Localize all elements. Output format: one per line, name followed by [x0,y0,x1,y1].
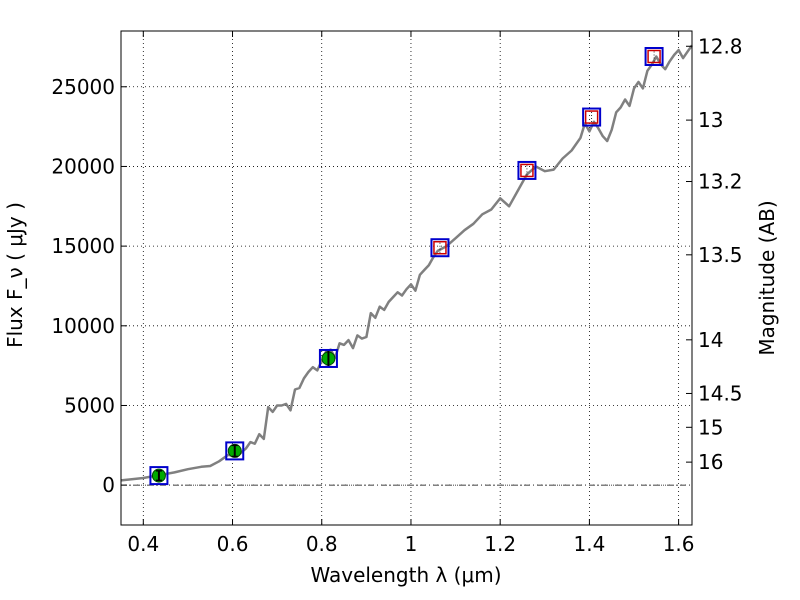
magnitude-axis-ticks: 12.8 13 13.2 13.5 14 14.5 15 16 [686,34,743,474]
plot-frame [120,30,693,526]
x-tick-label: 1.2 [484,532,516,556]
x-tick-label: 0.6 [217,532,249,556]
model-point [433,240,447,255]
y-tick-label: 5000 [64,393,115,417]
model-point [647,49,661,64]
y-tick-label: 10000 [51,314,115,338]
x-tick-label: 0.8 [306,532,338,556]
spectrum-line [120,44,694,482]
y-tick-label: 20000 [51,154,115,178]
magnitude-axis-title: Magnitude (AB) [755,200,779,355]
model-point [520,163,534,178]
magnitude-tick-label: 13.2 [698,170,743,194]
magnitude-tick-label: 13 [698,108,723,132]
magnitude-tick-label: 12.8 [698,34,743,58]
y-axis-title: Flux F_ν ( μJy ) [3,202,27,348]
synthetic-point [430,238,450,258]
magnitude-tick-label: 15 [698,415,723,439]
y-tick-label: 15000 [51,234,115,258]
y-tick-label: 25000 [51,75,115,99]
synthetic-point [517,160,537,180]
x-tick-label: 1 [405,532,418,556]
series-group [120,44,694,486]
x-tick-label: 0.4 [127,532,159,556]
x-tick-label: 1.4 [573,532,605,556]
synthetic-point [149,466,169,486]
synthetic-point [644,46,664,66]
x-axis-title: Wavelength λ (μm) [310,563,501,587]
plot-border [120,30,693,526]
y-tick-label: 0 [102,473,115,497]
gridlines [121,31,692,525]
model-point [584,110,599,124]
magnitude-tick-label: 14.5 [698,381,743,405]
x-tick-label: 1.6 [663,532,695,556]
x-axis-ticks: 0.4 0.6 0.8 1 1.2 1.4 1.6 [127,31,695,556]
magnitude-tick-label: 13.5 [698,243,743,267]
magnitude-tick-label: 16 [698,450,723,474]
synthetic-point [318,348,338,368]
synthetic-point [582,107,602,127]
synthetic-point [225,441,245,461]
magnitude-tick-label: 14 [698,328,723,352]
y-axis-ticks: 0 5000 10000 15000 20000 25000 [51,75,127,497]
